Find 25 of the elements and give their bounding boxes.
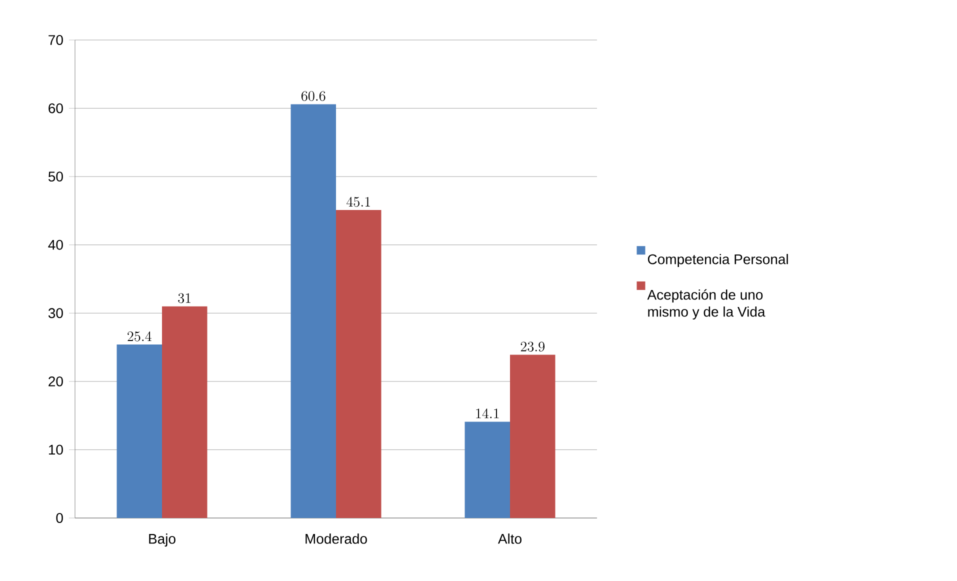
data-label: 14. 1: [476, 408, 499, 418]
y-tick-label: 60: [48, 103, 63, 114]
x-tick-label: Moderado: [306, 534, 367, 544]
x-tick-label: Alto: [498, 534, 522, 544]
y-tick-label: 70: [48, 35, 63, 45]
data-label: 23.9: [520, 342, 545, 352]
data-label: 25.4: [128, 331, 152, 342]
data-label: 31: [178, 293, 190, 304]
bar: [336, 210, 382, 518]
data-label: 45. 1: [346, 196, 370, 207]
y-tick-label: 20: [48, 376, 63, 386]
y-tick-label: 30: [48, 308, 63, 318]
bar: [290, 104, 336, 518]
legend-label: Aceptación de uno mismo y de la Vida: [647, 289, 766, 320]
y-tick-label: 0: [56, 513, 63, 523]
bar: [162, 306, 208, 518]
bar: [116, 344, 162, 518]
bar: [464, 422, 510, 518]
x-tick-label: Bajo: [149, 534, 176, 547]
data-label: 60.6: [301, 91, 326, 101]
legend-label: Competencia Personal: [648, 254, 788, 267]
y-tick-label: 50: [48, 172, 63, 182]
bar: [510, 354, 556, 518]
y-tick-label: 40: [48, 240, 63, 250]
y-tick-label: 10: [48, 444, 63, 455]
